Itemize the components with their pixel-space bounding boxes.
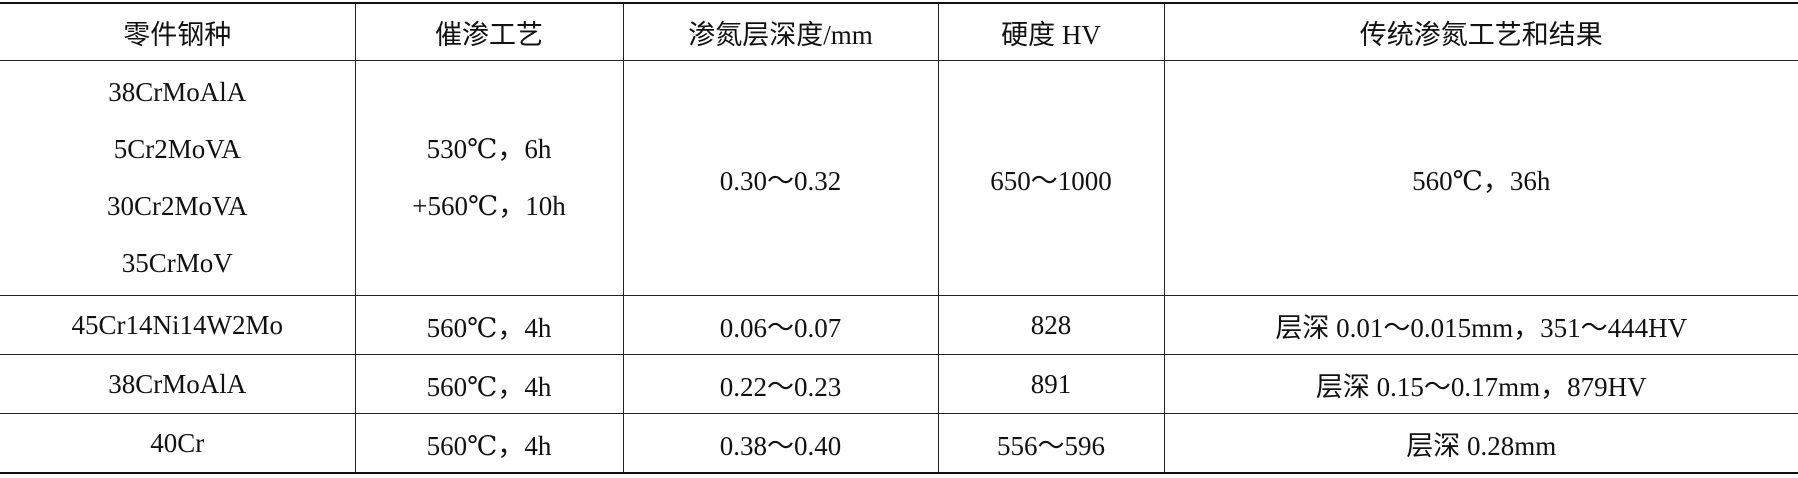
table-cell: 560℃，36h [1163, 60, 1798, 296]
table-cell: 层深 0.15～0.17mm，879HV [1163, 354, 1798, 414]
table-row: 38CrMoAlA 560℃，4h 0.22～0.23 891 层深 0.15～0.17… [0, 354, 1798, 414]
table-cell: 38CrMoAlA 5Cr2MoVA 30Cr2MoVA 35CrMoV [0, 60, 356, 296]
table-cell: 891 [937, 354, 1165, 414]
table-cell: 560℃，4h [354, 413, 624, 474]
table-cell: 0.06～0.07 [622, 295, 939, 355]
cell-line: 38CrMoAlA [108, 77, 247, 107]
header-cell: 零件钢种 [0, 2, 356, 61]
table-cell: 556～596 [937, 413, 1165, 474]
header-cell: 催渗工艺 [354, 2, 624, 61]
table-cell: 38CrMoAlA [0, 354, 356, 414]
table-cell: 0.30～0.32 [622, 60, 939, 296]
table-cell: 650～1000 [937, 60, 1165, 296]
cell-line: 30Cr2MoVA [106, 191, 248, 221]
table-cell: 828 [937, 295, 1165, 355]
header-row: 零件钢种 催渗工艺 渗氮层深度/mm 硬度 HV 传统渗氮工艺和结果 [0, 2, 1798, 61]
table-cell: 45Cr14Ni14W2Mo [0, 295, 356, 355]
table-cell: 530℃，6h +560℃，10h [354, 60, 624, 296]
table-cell: 0.38～0.40 [622, 413, 939, 474]
cell-line: 35CrMoV [121, 248, 233, 278]
table-cell: 40Cr [0, 413, 356, 474]
table-cell: 560℃，4h [354, 295, 624, 355]
header-cell: 硬度 HV [937, 2, 1165, 61]
cell-line: 530℃，6h [426, 134, 552, 164]
table-cell: 层深 0.01～0.015mm，351～444HV [1163, 295, 1798, 355]
table-cell: 560℃，4h [354, 354, 624, 414]
table-cell: 层深 0.28mm [1163, 413, 1798, 474]
cell-line: +560℃，10h [412, 191, 566, 221]
table-cell: 0.22～0.23 [622, 354, 939, 414]
table-row: 38CrMoAlA 5Cr2MoVA 30Cr2MoVA 35CrMoV 530℃，6h… [0, 60, 1798, 296]
header-cell: 渗氮层深度/mm [622, 2, 939, 61]
table-row: 45Cr14Ni14W2Mo 560℃，4h 0.06～0.07 828 层深 0.01… [0, 295, 1798, 355]
header-cell: 传统渗氮工艺和结果 [1163, 2, 1798, 61]
table-row: 40Cr 560℃，4h 0.38～0.40 556～596 层深 0.28mm [0, 413, 1798, 474]
cell-line: 5Cr2MoVA [113, 134, 241, 164]
